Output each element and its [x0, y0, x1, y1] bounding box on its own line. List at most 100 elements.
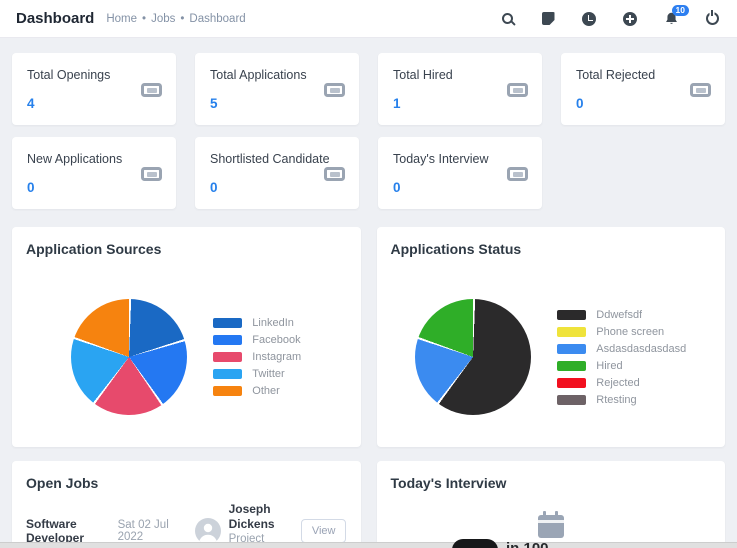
- job-date: Sat 02 Jul 2022: [117, 519, 169, 544]
- legend-label: Rejected: [596, 376, 640, 389]
- legend-label: Other: [252, 385, 280, 397]
- stat-card: Total Rejected 0: [561, 53, 725, 125]
- pie-chart-applications-status: Ddwefsdf Phone screen Asdasdasdasdasd: [391, 271, 712, 443]
- plus-circle-icon[interactable]: [621, 10, 639, 28]
- legend-item: Phone screen: [557, 326, 686, 338]
- stats-grid: Total Openings 4 Total Applications 5 To…: [12, 53, 725, 209]
- legend-swatch: [557, 326, 587, 337]
- pie-application-sources: [71, 299, 188, 415]
- stat-value[interactable]: 5: [210, 96, 218, 111]
- panel-title: Application Sources: [26, 241, 162, 257]
- stat-card: Total Applications 5: [195, 53, 359, 125]
- legend-item: Ddwefsdf: [557, 309, 686, 321]
- pie-chart-application-sources: LinkedIn Facebook Instagram: [26, 271, 347, 443]
- legend-swatch: [557, 360, 587, 371]
- stat-card: Today's Interview 0: [378, 137, 542, 209]
- legend-item: LinkedIn: [213, 317, 301, 329]
- legend-label: Asdasdasdasdasd: [596, 342, 687, 355]
- power-icon[interactable]: [703, 10, 721, 28]
- pie-applications-status: [415, 299, 532, 415]
- header-actions: 10: [498, 4, 721, 28]
- stat-value[interactable]: 1: [393, 96, 401, 111]
- stat-value[interactable]: 0: [27, 180, 35, 195]
- breadcrumb-separator: •: [180, 12, 185, 25]
- legend-item: Other: [213, 385, 301, 397]
- breadcrumb-separator: •: [142, 12, 147, 25]
- person-icon: [198, 524, 217, 543]
- clock-icon[interactable]: [580, 10, 598, 28]
- legend-swatch: [557, 343, 587, 354]
- empty-state: No record found: [391, 509, 712, 548]
- legend-swatch: [213, 369, 243, 379]
- stat-value[interactable]: 0: [393, 180, 401, 195]
- card-icon: [324, 83, 345, 97]
- bottom-overlay-blob[interactable]: [452, 539, 498, 548]
- legend-swatch: [213, 318, 243, 328]
- stat-label: Total Hired: [393, 68, 453, 82]
- calendar-icon: [537, 511, 564, 538]
- legend-item: Twitter: [213, 368, 301, 380]
- stat-value[interactable]: 0: [210, 180, 218, 195]
- legend-swatch: [213, 352, 243, 362]
- stat-card: New Applications 0: [12, 137, 176, 209]
- bell-icon[interactable]: 10: [662, 4, 689, 28]
- page-title: Dashboard: [16, 10, 95, 27]
- legend-item: Asdasdasdasdasd: [557, 343, 686, 355]
- legend-label: Rtesting: [596, 393, 637, 406]
- stat-card: Total Hired 1: [378, 53, 542, 125]
- stat-value[interactable]: 4: [27, 96, 35, 111]
- stat-label: Today's Interview: [393, 152, 489, 166]
- main-content: Total Openings 4 Total Applications 5 To…: [0, 38, 737, 548]
- application-sources-panel: Application Sources LinkedIn Facebook: [12, 227, 361, 447]
- legend-label: Facebook: [252, 334, 301, 346]
- bottom-overlay-text: in 100: [506, 540, 549, 548]
- card-icon: [507, 167, 528, 181]
- job-row: Software Developer Sat 02 Jul 2022 Josep…: [26, 491, 347, 548]
- panel-title: Open Jobs: [26, 475, 99, 491]
- bottom-row: Open Jobs Software Developer Sat 02 Jul …: [12, 461, 725, 548]
- stat-label: New Applications: [27, 152, 123, 166]
- top-header: Dashboard Home • Jobs • Dashboard 10: [0, 0, 737, 38]
- legend-label: Instagram: [252, 351, 302, 363]
- note-icon[interactable]: [539, 10, 557, 28]
- stat-card: Shortlisted Candidate 0: [195, 137, 359, 209]
- stat-value[interactable]: 0: [576, 96, 584, 111]
- applications-status-panel: Applications Status Ddwefsdf Phone scree…: [376, 227, 725, 447]
- open-jobs-list: Software Developer Sat 02 Jul 2022 Josep…: [26, 491, 347, 548]
- card-icon: [141, 167, 162, 181]
- legend-swatch: [213, 386, 243, 396]
- stat-label: Total Applications: [210, 68, 307, 82]
- stat-label: Shortlisted Candidate: [210, 152, 330, 166]
- legend-item: Instagram: [213, 351, 301, 363]
- panel-title: Today's Interview: [390, 475, 507, 491]
- legend-label: Twitter: [252, 368, 285, 380]
- breadcrumb: Home • Jobs • Dashboard: [106, 13, 245, 25]
- bottom-overlay-bar: [0, 542, 737, 548]
- charts-row: Application Sources LinkedIn Facebook: [12, 227, 725, 447]
- search-icon[interactable]: [498, 10, 516, 28]
- breadcrumb-current: Dashboard: [189, 12, 246, 25]
- open-jobs-panel: Open Jobs Software Developer Sat 02 Jul …: [12, 461, 361, 548]
- legend-item: Rtesting: [557, 394, 686, 406]
- person-name: Joseph Dickens: [228, 502, 275, 531]
- breadcrumb-jobs[interactable]: Jobs: [151, 12, 176, 25]
- job-title: Software Developer: [26, 517, 85, 546]
- legend-item: Hired: [557, 360, 686, 372]
- avatar: [194, 518, 221, 545]
- breadcrumb-home[interactable]: Home: [106, 12, 138, 25]
- card-icon: [507, 83, 528, 97]
- legend-swatch: [557, 394, 587, 405]
- stat-card: Total Openings 4: [12, 53, 176, 125]
- legend-swatch: [557, 309, 587, 320]
- card-icon: [141, 83, 162, 97]
- legend-item: Facebook: [213, 334, 301, 346]
- legend-swatch: [213, 335, 243, 345]
- legend-label: LinkedIn: [252, 317, 294, 329]
- view-button[interactable]: View: [300, 519, 347, 544]
- legend-label: Ddwefsdf: [596, 308, 643, 321]
- card-icon: [690, 83, 711, 97]
- chart-legend: LinkedIn Facebook Instagram: [213, 312, 301, 402]
- notification-badge: 10: [671, 4, 689, 16]
- stat-label: Total Rejected: [576, 68, 656, 82]
- card-icon: [324, 167, 345, 181]
